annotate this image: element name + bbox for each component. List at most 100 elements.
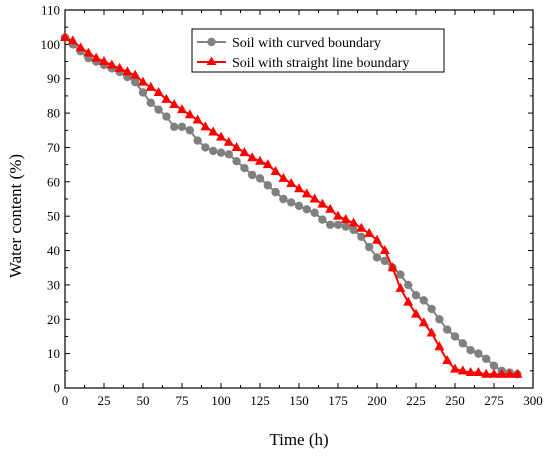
x-tick-label: 100 bbox=[211, 393, 231, 408]
data-point bbox=[122, 66, 133, 76]
y-tick-label: 110 bbox=[41, 3, 60, 18]
data-point bbox=[481, 368, 492, 378]
data-point bbox=[426, 327, 437, 337]
data-point bbox=[418, 317, 429, 327]
data-point bbox=[248, 170, 257, 180]
data-point bbox=[106, 59, 117, 69]
data-point bbox=[255, 155, 265, 165]
data-point bbox=[162, 112, 171, 121]
series-curved-boundary bbox=[60, 33, 522, 379]
data-point bbox=[349, 225, 358, 235]
data-point bbox=[365, 242, 374, 252]
data-point bbox=[333, 210, 343, 220]
data-point bbox=[427, 304, 436, 314]
data-point bbox=[231, 141, 242, 151]
data-point bbox=[364, 227, 375, 237]
legend-label-straight: Soil with straight line boundary bbox=[232, 56, 409, 71]
data-point bbox=[75, 42, 86, 52]
data-point bbox=[83, 47, 94, 57]
y-tick-label: 10 bbox=[47, 346, 60, 361]
x-tick-label: 275 bbox=[484, 393, 504, 408]
x-tick-label: 0 bbox=[62, 393, 69, 408]
y-tick-label: 80 bbox=[47, 106, 60, 121]
y-tick-label: 0 bbox=[54, 381, 61, 396]
data-point bbox=[270, 166, 281, 176]
data-point bbox=[60, 31, 70, 41]
data-point bbox=[512, 368, 523, 378]
legend-box bbox=[191, 28, 445, 73]
legend-marker-curved bbox=[207, 37, 216, 47]
data-point bbox=[466, 346, 475, 355]
data-point bbox=[232, 157, 241, 166]
data-point bbox=[442, 355, 453, 365]
data-point bbox=[489, 361, 499, 370]
data-point bbox=[208, 126, 219, 136]
data-point bbox=[302, 205, 311, 214]
axes-layer: 0 25 50 75 100 125 150 175 200 225 250 275 300 0 10 20 3… bbox=[41, 3, 543, 409]
x-tick-label: 25 bbox=[98, 393, 111, 408]
data-point bbox=[356, 222, 367, 232]
y-tick-label: 70 bbox=[47, 140, 60, 155]
data-point bbox=[473, 367, 484, 377]
data-point bbox=[193, 136, 202, 145]
data-point bbox=[262, 159, 273, 169]
data-point bbox=[404, 280, 413, 290]
data-point bbox=[325, 203, 336, 213]
data-point bbox=[271, 187, 280, 197]
x-tick-label: 225 bbox=[406, 393, 426, 408]
data-point bbox=[458, 339, 467, 348]
data-point bbox=[333, 220, 343, 229]
x-axis-title: Time (h) bbox=[269, 430, 328, 449]
data-point bbox=[184, 109, 195, 119]
data-point bbox=[145, 81, 156, 91]
x-tick-label: 125 bbox=[250, 393, 270, 408]
y-tick-label: 90 bbox=[47, 71, 60, 86]
data-point bbox=[310, 208, 319, 217]
data-point bbox=[482, 354, 491, 363]
data-point bbox=[287, 198, 296, 207]
data-point bbox=[201, 143, 210, 152]
data-point bbox=[279, 194, 288, 204]
data-point bbox=[294, 183, 304, 193]
data-point bbox=[411, 291, 421, 300]
data-point bbox=[154, 105, 163, 114]
data-point bbox=[489, 368, 499, 378]
data-point bbox=[435, 315, 444, 324]
y-axis-title: Water content (%) bbox=[6, 154, 25, 278]
y-tick-label: 100 bbox=[41, 37, 61, 52]
data-point bbox=[372, 234, 382, 244]
data-point bbox=[224, 150, 233, 159]
data-point bbox=[309, 193, 320, 203]
data-point bbox=[177, 122, 187, 132]
data-point bbox=[396, 270, 405, 279]
y-tick-label: 40 bbox=[47, 243, 60, 258]
data-point bbox=[216, 131, 226, 141]
legend-label-curved: Soil with curved boundary bbox=[232, 36, 381, 51]
data-point bbox=[294, 201, 304, 211]
data-point bbox=[318, 215, 327, 224]
data-point bbox=[419, 296, 428, 305]
data-point bbox=[114, 62, 125, 72]
data-point bbox=[379, 245, 390, 255]
data-point bbox=[278, 172, 289, 182]
data-point bbox=[185, 126, 194, 135]
data-point bbox=[138, 76, 148, 86]
data-point bbox=[263, 181, 272, 190]
data-point bbox=[450, 332, 460, 341]
x-tick-label: 175 bbox=[328, 393, 348, 408]
data-point bbox=[146, 98, 155, 107]
y-tick-label: 20 bbox=[47, 312, 60, 327]
x-tick-label: 200 bbox=[367, 393, 387, 408]
data-point bbox=[340, 214, 351, 224]
x-tick-label: 50 bbox=[137, 393, 150, 408]
data-point bbox=[465, 367, 476, 377]
data-point bbox=[380, 256, 389, 266]
data-point bbox=[434, 341, 445, 351]
data-point bbox=[170, 122, 179, 132]
data-point bbox=[286, 178, 297, 188]
data-point bbox=[161, 93, 172, 103]
data-point bbox=[496, 368, 507, 378]
data-point bbox=[457, 365, 468, 375]
data-point bbox=[504, 368, 515, 378]
